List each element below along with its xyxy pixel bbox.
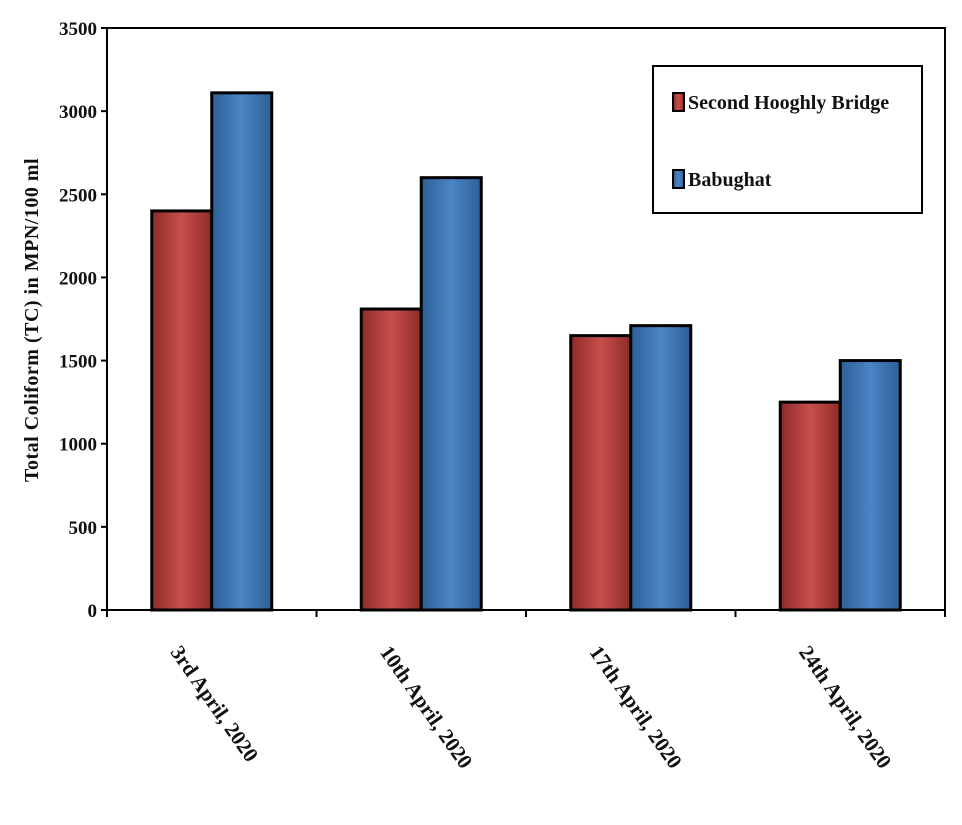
- legend: Second Hooghly Bridge Babughat: [652, 65, 923, 214]
- bar-second-hooghly-bridge-4: [778, 400, 842, 612]
- y-tick-label: 3000: [59, 102, 97, 123]
- y-axis-label: Total Coliform (TC) in MPN/100 ml: [21, 158, 43, 482]
- bar-babughat-2: [419, 176, 483, 612]
- legend-label-second-hooghly-bridge: Second Hooghly Bridge: [688, 92, 889, 114]
- y-tick-label: 3500: [59, 19, 97, 40]
- x-tick-labels: 3rd April, 2020 10th April, 2020 17th Apri…: [166, 641, 897, 773]
- bar-babughat-1: [210, 91, 274, 612]
- legend-label-babughat: Babughat: [688, 169, 772, 191]
- legend-box: [652, 65, 923, 214]
- y-tick-label: 2000: [59, 268, 97, 289]
- x-axis: [106, 610, 946, 617]
- legend-swatch-second-hooghly-bridge: [672, 92, 685, 112]
- x-tick-label: 24th April, 2020: [794, 641, 896, 773]
- x-tick-label: 10th April, 2020: [375, 641, 477, 773]
- bar-second-hooghly-bridge-1: [150, 209, 214, 612]
- legend-swatch-babughat: [672, 169, 685, 189]
- y-tick-label: 1000: [59, 435, 97, 456]
- bar-babughat-4: [838, 359, 902, 612]
- bar-second-hooghly-bridge-2: [359, 307, 423, 612]
- x-tick-label: 3rd April, 2020: [166, 641, 264, 766]
- x-tick-label: 17th April, 2020: [585, 641, 687, 773]
- y-tick-label: 2500: [59, 185, 97, 206]
- y-tick-label: 500: [69, 518, 98, 539]
- bar-second-hooghly-bridge-3: [569, 334, 633, 612]
- y-tick-label: 1500: [59, 352, 97, 373]
- bar-babughat-3: [629, 324, 693, 612]
- y-axis: 0 500 1000 1500 2000 2500 3000 3500: [59, 19, 107, 622]
- bars-group: [150, 91, 902, 612]
- y-tick-label: 0: [88, 601, 98, 622]
